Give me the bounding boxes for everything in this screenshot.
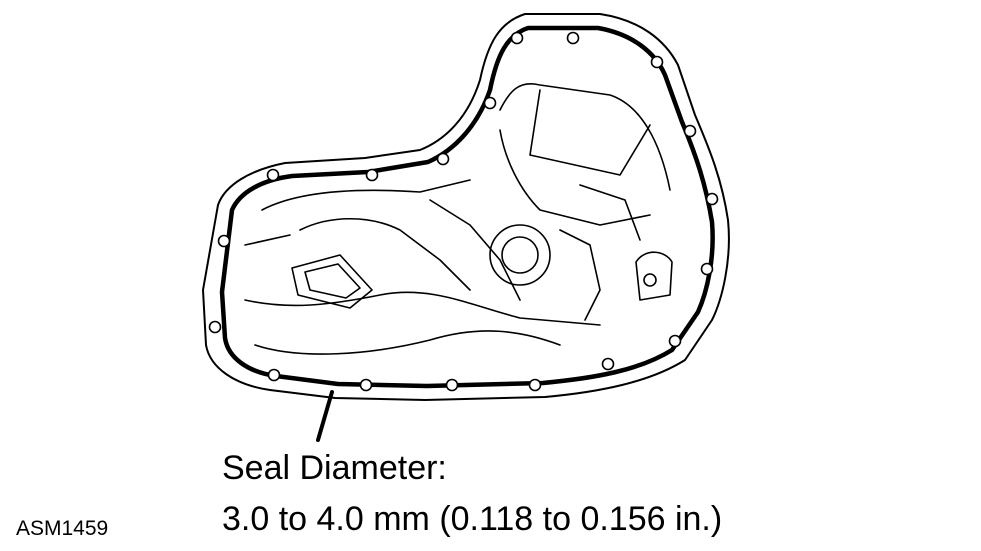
seal-diameter-label: Seal Diameter:	[222, 449, 447, 487]
seal-diameter-value: 3.0 to 4.0 mm (0.118 to 0.156 in.)	[222, 500, 723, 538]
oil-pan-outer-outline	[202, 13, 730, 401]
figure-id: ASM1459	[16, 517, 109, 540]
bolt-holes	[208, 31, 719, 392]
oil-pan-inner-details	[244, 83, 673, 355]
leader-line	[316, 390, 334, 442]
